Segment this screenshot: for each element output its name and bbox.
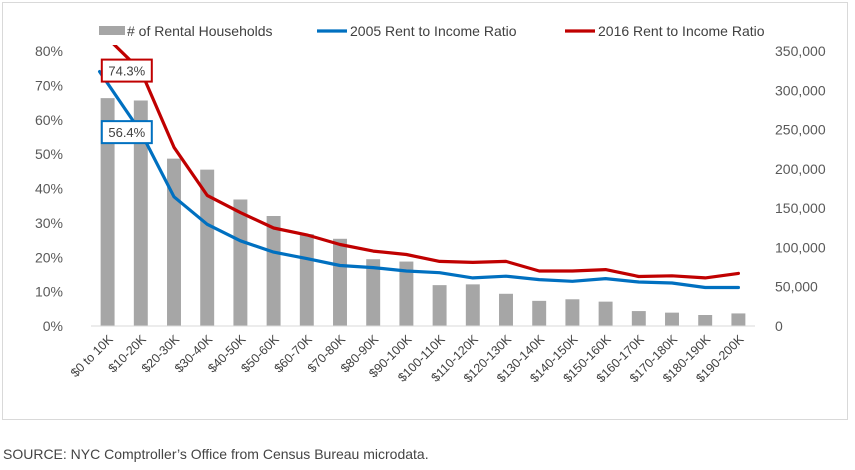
bar xyxy=(167,158,181,326)
line-series-group xyxy=(98,45,740,290)
left-axis-tick-label: 30% xyxy=(35,215,63,231)
bar xyxy=(598,301,613,326)
legend-label-bars: # of Rental Households xyxy=(127,23,273,39)
callout-box xyxy=(100,120,153,145)
legend-label-2005: 2005 Rent to Income Ratio xyxy=(350,23,517,39)
rent-income-chart: 0% 10% 20% 30% 40% 50% 60% 70% 80% 0 50,000 100,000… xyxy=(35,23,826,385)
source-note: SOURCE: NYC Comptroller’s Office from Ce… xyxy=(3,446,429,462)
bar xyxy=(200,169,215,326)
right-axis-tick-label: 0 xyxy=(775,318,783,334)
bar xyxy=(698,315,713,326)
bar xyxy=(499,293,513,326)
callout-box xyxy=(100,58,153,83)
callout-label: 56.4% xyxy=(108,125,145,140)
right-axis-tick-label: 200,000 xyxy=(775,161,826,177)
bar xyxy=(665,312,679,326)
line-2016-rent-to-income xyxy=(112,45,740,280)
bar xyxy=(100,98,115,327)
legend-label-2016: 2016 Rent to Income Ratio xyxy=(598,23,765,39)
left-axis-tick-label: 80% xyxy=(35,43,63,59)
bar xyxy=(133,100,148,326)
right-axis-tick-label: 100,000 xyxy=(775,239,826,255)
left-axis-tick-label: 20% xyxy=(35,249,63,265)
chart-frame: 0% 10% 20% 30% 40% 50% 60% 70% 80% 0 50,000 100,000… xyxy=(2,2,848,420)
right-axis-tick-label: 300,000 xyxy=(775,82,826,98)
bar xyxy=(333,238,347,326)
left-axis-tick-label: 70% xyxy=(35,77,63,93)
bar xyxy=(565,299,580,326)
bar xyxy=(465,284,480,326)
left-axis-tick-label: 50% xyxy=(35,146,63,162)
bar xyxy=(366,259,381,326)
right-axis-tick-label: 350,000 xyxy=(775,43,826,59)
bar xyxy=(233,199,248,326)
line-2005-rent-to-income xyxy=(98,70,740,290)
bar xyxy=(532,300,547,326)
legend-swatch-bars xyxy=(99,26,125,35)
right-axis-tick-label: 150,000 xyxy=(775,200,826,216)
bar xyxy=(731,313,746,326)
bar xyxy=(432,285,447,326)
bar xyxy=(631,311,646,326)
callout-label: 74.3% xyxy=(108,64,145,79)
right-axis-tick-label: 50,000 xyxy=(775,279,818,295)
bar xyxy=(266,216,281,326)
bar xyxy=(299,234,314,326)
x-axis-tick-label: $0 to 10K xyxy=(68,332,116,380)
left-axis-tick-label: 60% xyxy=(35,112,63,128)
left-axis-tick-label: 0% xyxy=(43,318,63,334)
left-axis-tick-label: 40% xyxy=(35,181,63,197)
right-axis-tick-label: 250,000 xyxy=(775,122,826,138)
bar xyxy=(399,261,414,326)
left-axis-tick-label: 10% xyxy=(35,284,63,300)
